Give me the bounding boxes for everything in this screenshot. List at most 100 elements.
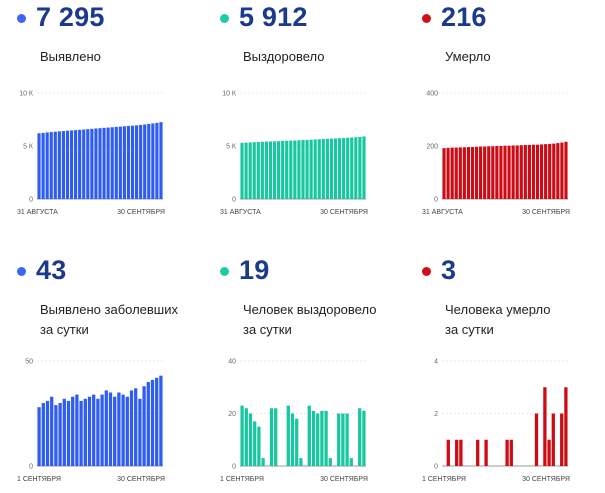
bar: [556, 143, 560, 199]
bar: [535, 144, 540, 199]
bar: [446, 147, 450, 199]
bar: [121, 394, 125, 466]
bar: [83, 398, 87, 466]
bar: [122, 126, 126, 199]
bar: [307, 405, 311, 466]
x-start-label: 1 СЕНТЯБРЯ: [17, 476, 61, 483]
bar: [564, 387, 568, 466]
stat-label-line: Выявлено: [40, 49, 101, 64]
stat-value: 3: [441, 255, 457, 285]
y-tick-label: 0: [29, 197, 33, 204]
bar: [455, 439, 459, 466]
bar: [509, 439, 513, 466]
y-tick-label: 5 К: [226, 144, 237, 151]
bar: [491, 146, 495, 199]
bar: [316, 413, 320, 466]
bar-chart: 0 2 4 1 СЕНТЯБРЯ 30 СЕНТЯБРЯ: [422, 359, 570, 484]
stat-label-line: Выявлено заболевших: [40, 302, 178, 317]
bar: [487, 146, 491, 199]
stat-label: Человека умерло за сутки: [445, 300, 551, 340]
bar: [321, 139, 325, 199]
bar: [269, 408, 274, 466]
bar: [495, 146, 499, 199]
stat-value: 5 912: [239, 2, 308, 32]
bar: [94, 128, 98, 199]
bar: [45, 132, 49, 199]
bar-chart: 0 5 К 10 К 31 АВГУСТА 30 СЕНТЯБРЯ: [17, 91, 165, 217]
bar: [458, 147, 462, 199]
bar: [333, 138, 338, 199]
bar: [479, 146, 483, 199]
bar: [442, 148, 446, 199]
bar: [90, 128, 94, 199]
stat-label-line: за сутки: [40, 322, 89, 337]
bar: [150, 379, 155, 466]
bar: [523, 144, 527, 199]
bar: [531, 144, 536, 199]
bar: [138, 398, 142, 466]
bar: [118, 126, 122, 199]
bar: [341, 413, 345, 466]
panel-died: 216 Умерло 0 200 400 31 АВГУСТА 30 СЕНТЯБРЯ: [405, 0, 600, 240]
bar: [248, 142, 252, 199]
x-end-label: 30 СЕНТЯБРЯ: [320, 209, 368, 216]
bar: [354, 137, 358, 199]
bar: [253, 421, 257, 466]
bar: [551, 413, 555, 466]
bar: [313, 139, 317, 199]
bar: [328, 458, 332, 466]
bar: [281, 140, 285, 199]
bar: [146, 382, 150, 466]
y-tick-label: 40: [228, 359, 236, 366]
bar: [499, 146, 503, 199]
stat-label: Выявлено заболевших за сутки: [40, 300, 178, 340]
bar: [293, 140, 297, 199]
bar: [511, 145, 515, 199]
bar: [41, 403, 45, 466]
bar: [114, 126, 118, 199]
bar: [66, 400, 71, 466]
stat-label: Выявлено: [40, 47, 101, 67]
bar: [69, 130, 74, 199]
bar: [134, 388, 138, 466]
bar: [483, 146, 487, 199]
bar: [503, 145, 507, 199]
bar: [299, 458, 303, 466]
bar: [240, 405, 244, 466]
bar: [301, 140, 305, 199]
bar: [134, 125, 139, 199]
bar: [58, 403, 62, 466]
bar: [74, 130, 78, 199]
panel-daily-detected: 43 Выявлено заболевших за сутки 0 50 1 СЕН…: [0, 253, 195, 493]
bar: [53, 131, 57, 199]
bar: [362, 410, 366, 466]
panel-detected: 7 295 Выявлено 0 5 К 10 К 31 АВГУСТА 30 СЕНТ…: [0, 0, 195, 240]
bar: [257, 426, 261, 466]
bar: [519, 145, 523, 199]
bar: [544, 144, 548, 199]
bar: [248, 413, 253, 466]
y-tick-label: 20: [228, 411, 236, 418]
panel-header: 3: [405, 253, 600, 293]
bar: [264, 141, 269, 199]
bar: [289, 140, 293, 199]
bar: [159, 375, 163, 466]
bar: [476, 439, 480, 466]
bar: [548, 143, 552, 199]
bar: [82, 129, 86, 199]
bar: [345, 413, 349, 466]
y-tick-label: 0: [434, 197, 438, 204]
bar: [462, 147, 466, 199]
bar: [470, 147, 475, 199]
bar: [484, 439, 488, 466]
stat-value: 7 295: [36, 2, 105, 32]
bar: [108, 392, 113, 466]
y-tick-label: 10 К: [19, 91, 34, 98]
bar: [305, 139, 309, 199]
bar: [324, 410, 328, 466]
bar: [358, 136, 362, 199]
bar: [110, 127, 114, 199]
bar: [560, 413, 564, 466]
bar: [96, 398, 100, 466]
bar-chart: 0 50 1 СЕНТЯБРЯ 30 СЕНТЯБРЯ: [17, 359, 165, 484]
